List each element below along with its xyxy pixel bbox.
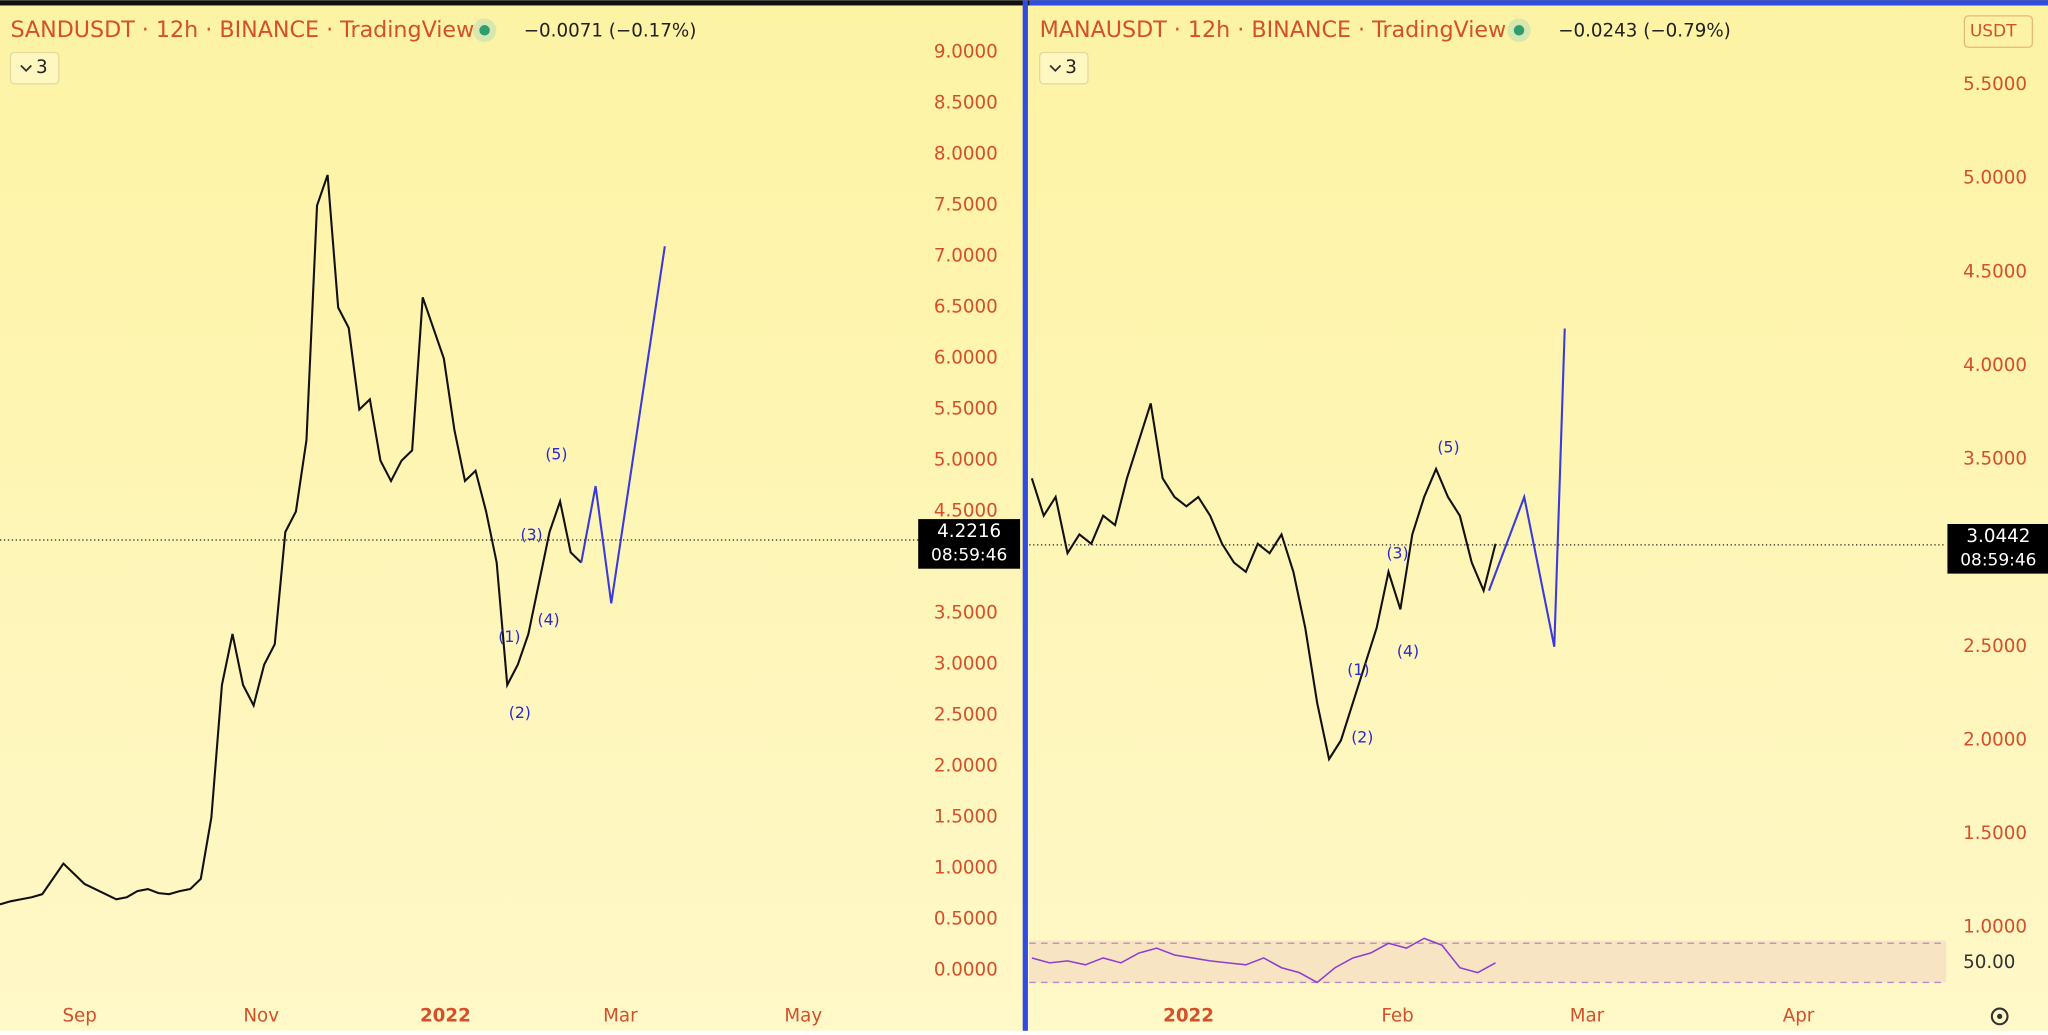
currency: USDT [1970,22,2017,42]
wave-label: (3) [1386,544,1408,563]
price-line [1030,403,1497,762]
y-tick-label: 5.0000 [934,450,998,471]
y-tick-label: 1.5000 [1963,823,2027,844]
y-tick-label: 8.0000 [934,144,998,165]
y-tick-label: 4.0000 [1963,355,2027,376]
status-dot-core [1513,25,1525,36]
y-tick-label: 2.0000 [934,756,998,777]
countdown: 08:59:46 [1960,551,2036,571]
settings-icon[interactable] [1990,1007,2009,1026]
wave-label: (4) [537,610,559,629]
x-tick-label: May [784,1005,822,1026]
layout-count: 3 [1065,57,1077,78]
layout-button[interactable] [1039,51,1089,85]
x-tick-label: Sep [62,1005,96,1026]
y-tick-label: 6.0000 [934,348,998,369]
y-tick-label: 5.5000 [934,399,998,420]
chevron [20,64,32,73]
rsi-line [1031,937,1496,984]
price-badge [918,519,1021,569]
wave-projection [580,246,666,604]
y-tick-label: 3.5000 [934,603,998,624]
last-price: 3.0442 [1966,526,2030,547]
rsi-level-label: 50.00 [1963,952,2015,973]
x-tick-label: Mar [603,1005,638,1026]
x-tick-label: Feb [1381,1005,1413,1026]
x-tick-label: Mar [1570,1005,1605,1026]
wave-label: (3) [520,525,542,544]
price-badge [1947,523,2048,574]
y-tick-label: 2.5000 [934,705,998,726]
change: −0.0071 (−0.17%) [524,21,697,42]
wave-label: (5) [1437,438,1459,457]
wave-label: (5) [545,444,567,463]
y-tick-label: 4.5000 [934,501,998,522]
rsi-band [1029,940,1947,983]
x-tick-label: Apr [1783,1005,1815,1026]
currency-button[interactable] [1963,15,2033,48]
wave-label: (1) [498,627,520,646]
price-line [0,174,582,906]
y-tick-label: 5.5000 [1963,74,2027,95]
layout-button[interactable] [9,51,60,85]
active-pane-border [1029,0,2048,6]
y-tick-label: 0.5000 [934,909,998,930]
layout-count: 3 [36,57,48,78]
y-tick-label: 7.0000 [934,246,998,267]
y-tick-label: 3.0000 [934,654,998,675]
symbol: MANAUSDT · 12h · BINANCE · TradingView [1040,17,1507,43]
y-tick-label: 6.5000 [934,297,998,318]
y-tick-label: 0.0000 [934,960,998,981]
x-tick-label: Nov [243,1005,279,1026]
wave-label: (2) [509,703,531,722]
y-tick-label: 1.0000 [1963,917,2027,938]
wave-label: (1) [1347,660,1369,679]
y-tick-label: 1.0000 [934,858,998,879]
x-tick-label: 2022 [1163,1005,1214,1026]
wave-label: (2) [1351,728,1373,747]
y-tick-label: 2.0000 [1963,729,2027,750]
last-price: 4.2216 [937,521,1001,542]
y-tick-label: 7.5000 [934,195,998,216]
y-tick-label: 3.5000 [1963,449,2027,470]
wave-label: (4) [1397,641,1419,660]
countdown: 08:59:46 [931,546,1007,566]
symbol: SANDUSDT · 12h · BINANCE · TradingView [10,17,474,43]
y-tick-label: 9.0000 [934,41,998,62]
status-dot-core [479,25,490,36]
pane-divider [1022,0,1028,1031]
y-tick-label: 2.5000 [1963,636,2027,657]
y-tick-label: 5.0000 [1963,168,2027,189]
x-tick-label: 2022 [420,1005,471,1026]
y-tick-label: 4.5000 [1963,261,2027,282]
y-tick-label: 1.5000 [934,807,998,828]
wave-projection [1488,328,1566,647]
change: −0.0243 (−0.79%) [1558,21,1731,42]
chevron [1049,64,1062,73]
y-tick-label: 8.5000 [934,92,998,113]
